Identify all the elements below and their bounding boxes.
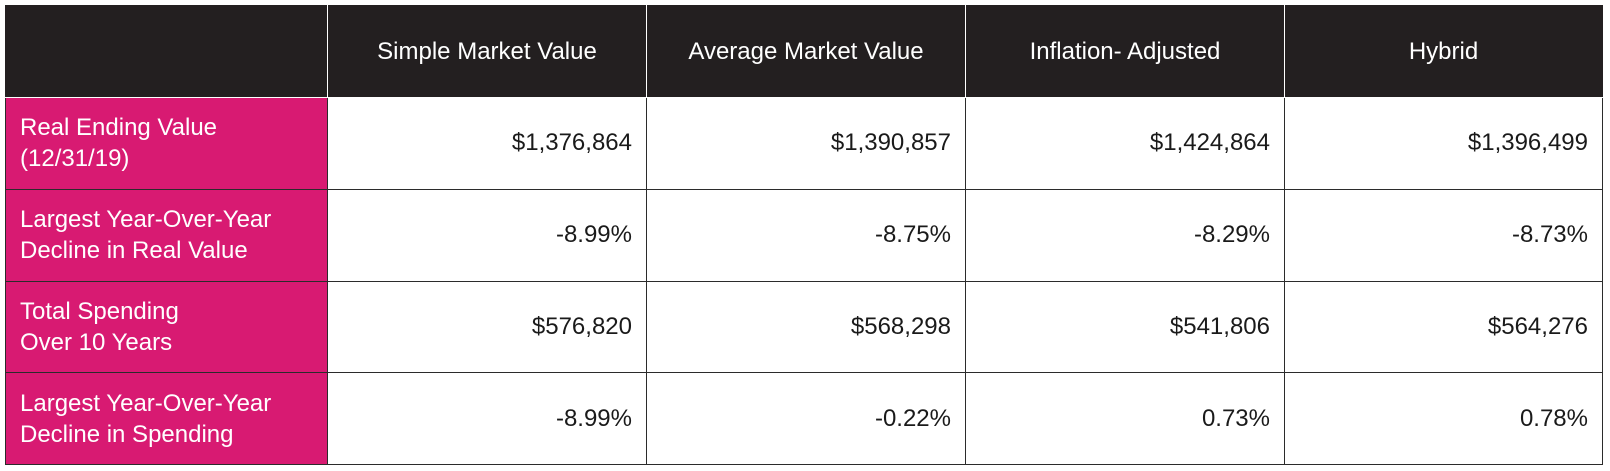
table-row: Largest Year-Over-Year Decline in Spendi… — [5, 372, 1603, 465]
table-cell: $1,396,499 — [1284, 97, 1603, 190]
table-cell: -8.29% — [965, 188, 1285, 282]
row-label-decline-spending: Largest Year-Over-Year Decline in Spendi… — [5, 372, 328, 465]
header-inflation-adjusted: Inflation- Adjusted — [965, 5, 1285, 98]
table-cell: $568,298 — [646, 280, 966, 374]
table-cell: -8.99% — [327, 372, 647, 465]
header-row: Simple Market Value Average Market Value… — [5, 5, 1603, 98]
table-cell: -8.99% — [327, 188, 647, 282]
table-cell: $1,424,864 — [965, 97, 1285, 190]
row-label-decline-real-value: Largest Year-Over-Year Decline in Real V… — [5, 188, 328, 282]
table-cell: -8.73% — [1284, 188, 1603, 282]
table-cell: $541,806 — [965, 280, 1285, 374]
row-label-real-ending-value: Real Ending Value (12/31/19) — [5, 97, 328, 190]
header-hybrid: Hybrid — [1284, 5, 1603, 98]
table-cell: 0.78% — [1284, 372, 1603, 465]
table-cell: $1,390,857 — [646, 97, 966, 190]
comparison-table-container: Simple Market Value Average Market Value… — [5, 5, 1603, 465]
header-simple-market-value: Simple Market Value — [327, 5, 647, 98]
header-corner-cell — [5, 5, 328, 98]
table-cell: 0.73% — [965, 372, 1285, 465]
row-label-total-spending: Total Spending Over 10 Years — [5, 280, 328, 374]
table-cell: $564,276 — [1284, 280, 1603, 374]
table-row: Real Ending Value (12/31/19) $1,376,864 … — [5, 97, 1603, 190]
comparison-table: Simple Market Value Average Market Value… — [5, 5, 1603, 465]
table-cell: -8.75% — [646, 188, 966, 282]
table-cell: $576,820 — [327, 280, 647, 374]
table-row: Total Spending Over 10 Years $576,820 $5… — [5, 280, 1603, 374]
table-row: Largest Year-Over-Year Decline in Real V… — [5, 188, 1603, 282]
table-cell: -0.22% — [646, 372, 966, 465]
header-average-market-value: Average Market Value — [646, 5, 966, 98]
table-cell: $1,376,864 — [327, 97, 647, 190]
